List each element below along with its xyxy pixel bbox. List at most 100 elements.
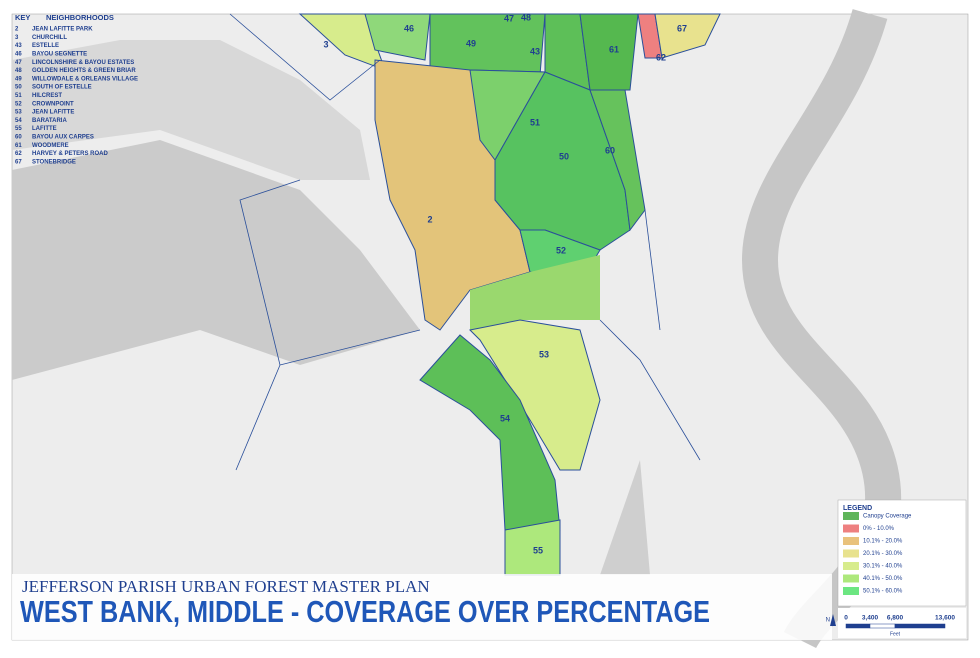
- key-name: BAYOU SEGNETTE: [32, 51, 87, 57]
- key-number: 50: [15, 85, 22, 91]
- marsh: [12, 40, 370, 180]
- north-label: N: [826, 618, 830, 624]
- legend-box: [837, 499, 967, 607]
- scale-tick: 13,600: [935, 615, 955, 622]
- key-number: 54: [15, 118, 22, 124]
- water: [600, 460, 650, 575]
- legend-swatch: [843, 587, 859, 595]
- key-number: 2: [15, 27, 19, 33]
- key-name: GOLDEN HEIGHTS & GREEN BRIAR: [32, 68, 136, 74]
- area-label: 54: [500, 413, 510, 423]
- legend-label: 40.1% - 50.0%: [863, 576, 903, 582]
- legend-title: LEGEND: [843, 505, 872, 512]
- area-label: 2: [427, 214, 432, 224]
- key-number: 43: [15, 43, 22, 49]
- canopy: [470, 255, 600, 330]
- area-label: 62: [656, 52, 666, 62]
- key-number: 53: [15, 110, 22, 116]
- area-label: 43: [530, 46, 540, 56]
- area-46: [364, 13, 431, 61]
- area-label: 55: [533, 545, 543, 555]
- legend-label: 20.1% - 30.0%: [863, 551, 903, 557]
- area-label: 51: [530, 117, 540, 127]
- key-name: SOUTH OF ESTELLE: [32, 85, 92, 91]
- map-labels: 3 46 47 48 49 43 61 62 67 51 50 60 2 52 53 54 55: [323, 12, 687, 555]
- key-number: 52: [15, 101, 22, 107]
- area-50: [494, 71, 631, 251]
- key-name: JEAN LAFITTE PARK: [32, 27, 93, 33]
- scale-segment: [894, 623, 946, 629]
- key-number: 51: [15, 93, 22, 99]
- area-label: 61: [609, 44, 619, 54]
- legend-label: 50.1% - 60.0%: [863, 589, 903, 595]
- key: KEY NEIGHBORHOODS 2 JEAN LAFITTE PARK 3 CHURC…: [15, 13, 138, 165]
- area-67: [654, 13, 721, 59]
- scale-tick: 0: [844, 615, 848, 622]
- north-arrow: [830, 614, 836, 626]
- area-label: 48: [521, 12, 531, 22]
- legend-swatch: [843, 562, 859, 570]
- key-name: CROWNPOINT: [32, 101, 74, 107]
- area-61: [579, 13, 639, 91]
- area-label: 50: [559, 151, 569, 161]
- legend-swatch: [843, 537, 859, 545]
- key-name: WOODMERE: [32, 143, 69, 149]
- key-name: BAYOU AUX CARPES: [32, 134, 94, 140]
- area-label: 60: [605, 145, 615, 155]
- key-number: 60: [15, 134, 22, 140]
- area-label: 52: [556, 245, 566, 255]
- key-name: STONEBRIDGE: [32, 159, 76, 165]
- legend-label: Canopy Coverage: [863, 514, 912, 520]
- key-name: HARVEY & PETERS ROAD: [32, 151, 108, 157]
- scale-tick: 6,800: [887, 615, 904, 622]
- scale-box: [838, 608, 966, 638]
- area-label: 3: [323, 39, 328, 49]
- legend-swatch: [843, 512, 859, 520]
- key-name: CHURCHILL: [32, 35, 67, 41]
- area-60: [589, 89, 646, 232]
- key-name: BARATARIA: [32, 118, 67, 124]
- key-name: HILCREST: [32, 93, 62, 99]
- legend-items: Canopy Coverage 0% - 10.0% 10.1% - 20.0% 20…: [843, 512, 912, 595]
- scale-unit: Feet: [890, 631, 901, 637]
- key-number: 48: [15, 68, 22, 74]
- key-number: 46: [15, 51, 22, 57]
- legend-swatch: [843, 549, 859, 558]
- legend-swatch: [843, 574, 859, 583]
- area-label: 53: [539, 349, 549, 359]
- main-title: WEST BANK, MIDDLE - COVERAGE OVER PERCEN…: [20, 594, 710, 629]
- key-name: LINCOLNSHIRE & BAYOU ESTATES: [32, 60, 134, 66]
- scale-segment: [845, 623, 871, 629]
- legend-label: 10.1% - 20.0%: [863, 539, 903, 545]
- area-label: 67: [677, 23, 687, 33]
- legend-label: 30.1% - 40.0%: [863, 564, 903, 570]
- scale-segment: [869, 623, 896, 629]
- key-number: 67: [15, 159, 22, 165]
- scale-tick: 3,400: [862, 615, 879, 622]
- area-49: [429, 13, 546, 76]
- key-name: ESTELLE: [32, 43, 59, 49]
- key-number: 47: [15, 60, 22, 66]
- key-number: 61: [15, 143, 22, 149]
- neighborhoods: [298, 13, 721, 576]
- lake: [12, 140, 420, 380]
- key-header: KEY: [15, 13, 30, 22]
- key-number: 62: [15, 151, 22, 157]
- area-label: 46: [404, 23, 414, 33]
- key-name: LAFITTE: [32, 126, 57, 132]
- key-name: WILLOWDALE & ORLEANS VILLAGE: [32, 76, 138, 82]
- key-number: 55: [15, 126, 22, 132]
- plan-title: JEFFERSON PARISH URBAN FOREST MASTER PLA…: [22, 577, 430, 596]
- area-label: 47: [504, 13, 514, 23]
- title-box: [12, 574, 832, 640]
- scale-bar: 0 3,400 6,800 13,600 Feet: [844, 615, 955, 638]
- legend-swatch: [843, 524, 859, 533]
- key-number: 49: [15, 76, 22, 82]
- area-54: [419, 334, 561, 531]
- key-name: JEAN LAFITTE: [32, 110, 74, 116]
- area-53: [468, 319, 601, 471]
- key-number: 3: [15, 35, 19, 41]
